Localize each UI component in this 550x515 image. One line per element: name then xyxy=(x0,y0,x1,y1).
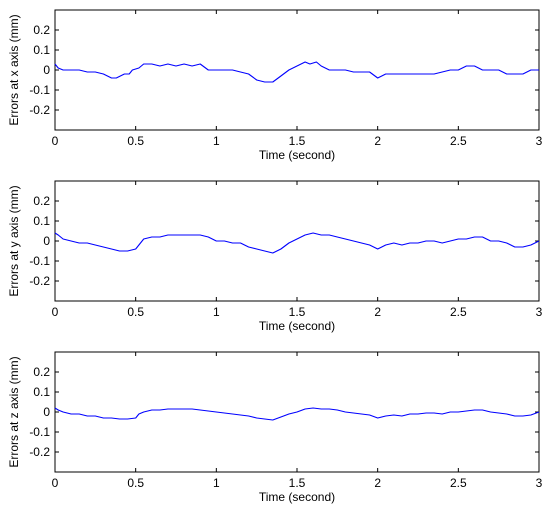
x-tick-label: 2 xyxy=(374,476,381,490)
x-tick-label: 3 xyxy=(536,476,543,490)
x-tick-label: 1.5 xyxy=(289,476,306,490)
x-axis-label: Time (second) xyxy=(259,148,335,162)
plot-frame xyxy=(54,180,540,302)
y-axis-label: Errors at y axis (mm) xyxy=(7,185,21,296)
y-tick-label: -0.1 xyxy=(29,254,50,268)
x-tick-label: 3 xyxy=(536,134,543,148)
y-tick-label: 0.2 xyxy=(33,365,50,379)
y-tick-label: 0.1 xyxy=(33,214,50,228)
x-axis-label: Time (second) xyxy=(259,490,335,504)
x-tick-label: 2 xyxy=(374,134,381,148)
y-axis-label: Errors at z axis (mm) xyxy=(7,356,21,467)
y-tick-label: 0 xyxy=(43,405,50,419)
chart-panel-1: 0 0.5 1 1.5 2 2.5 3 -0.2 -0.1 0 0.1 0.2 Time (second… xyxy=(7,9,543,162)
y-tick-label: -0.2 xyxy=(29,445,50,459)
y-tick-label: 0.2 xyxy=(33,194,50,208)
x-axis-label: Time (second) xyxy=(259,319,335,333)
x-tick-label: 2 xyxy=(374,305,381,319)
x-tick-label: 0.5 xyxy=(127,134,144,148)
x-tick-label: 0.5 xyxy=(127,305,144,319)
series-line xyxy=(54,61,539,83)
y-tick-label: 0 xyxy=(43,234,50,248)
x-tick-label: 2.5 xyxy=(450,134,467,148)
y-tick-label: 0.1 xyxy=(33,385,50,399)
x-tick-label: 0 xyxy=(52,134,59,148)
x-tick-label: 1 xyxy=(213,305,220,319)
y-axis-label: Errors at x axis (mm) xyxy=(7,14,21,125)
y-tick-label: 0 xyxy=(43,63,50,77)
x-tick-label: 3 xyxy=(536,305,543,319)
y-tick-label: -0.1 xyxy=(29,83,50,97)
x-tick-label: 2.5 xyxy=(450,305,467,319)
x-tick-label: 1.5 xyxy=(289,134,306,148)
x-tick-label: 2.5 xyxy=(450,476,467,490)
chart-panel-2: 0 0.5 1 1.5 2 2.5 3 -0.2 -0.1 0 0.1 0.2 Time (second… xyxy=(7,180,543,333)
y-tick-label: -0.1 xyxy=(29,425,50,439)
series-line xyxy=(54,407,540,421)
y-tick-label: 0.2 xyxy=(33,23,50,37)
x-tick-label: 0.5 xyxy=(127,476,144,490)
plot-frame xyxy=(54,9,540,131)
x-tick-label: 1 xyxy=(213,476,220,490)
x-tick-label: 0 xyxy=(52,476,59,490)
y-tick-label: 0.1 xyxy=(33,43,50,57)
y-tick-label: -0.2 xyxy=(29,274,50,288)
x-tick-label: 1 xyxy=(213,134,220,148)
chart-panel-3: 0 0.5 1 1.5 2 2.5 3 -0.2 -0.1 0 0.1 0.2 Time (second… xyxy=(7,351,543,504)
x-tick-label: 1.5 xyxy=(289,305,306,319)
y-tick-label: -0.2 xyxy=(29,103,50,117)
x-tick-label: 0 xyxy=(52,305,59,319)
series-line xyxy=(54,232,540,254)
